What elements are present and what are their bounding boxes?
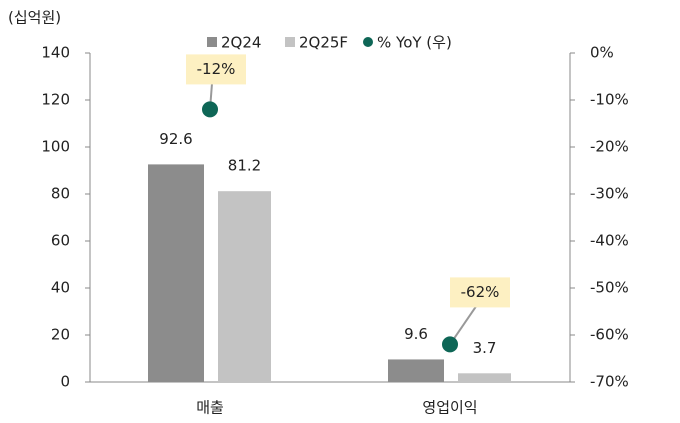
bar <box>388 359 444 382</box>
y2-tick-label: -70% <box>590 373 629 391</box>
y2-tick-label: -20% <box>590 138 629 156</box>
value-label: -12% <box>197 60 236 78</box>
value-label: 9.6 <box>404 325 428 343</box>
legend-label: 2Q25F <box>299 34 348 52</box>
y2-tick-label: -50% <box>590 279 629 297</box>
y-tick-label: 100 <box>41 138 70 156</box>
value-label: 3.7 <box>473 339 497 357</box>
y2-tick-label: -60% <box>590 326 629 344</box>
x-tick-label: 매출 <box>196 399 224 417</box>
bar <box>148 164 204 382</box>
y2-tick-label: -40% <box>590 232 629 250</box>
y-tick-label: 140 <box>41 44 70 62</box>
y-tick-label: 40 <box>51 279 70 297</box>
legend-label: 2Q24 <box>221 34 261 52</box>
bar <box>458 373 511 382</box>
legend-marker <box>285 37 295 47</box>
value-label: 81.2 <box>228 157 261 175</box>
y-tick-label: 60 <box>51 232 70 250</box>
y-tick-label: 120 <box>41 91 70 109</box>
label-box <box>450 277 510 308</box>
y2-tick-label: 0% <box>590 44 614 62</box>
y2-tick-label: -10% <box>590 91 629 109</box>
y-tick-label: 0 <box>60 373 70 391</box>
value-label: 92.6 <box>159 130 192 148</box>
y2-tick-label: -30% <box>590 185 629 203</box>
value-label: -62% <box>461 283 500 301</box>
legend-marker <box>207 37 217 47</box>
label-box <box>186 54 246 85</box>
y-axis-unit: (십억원) <box>8 9 61 27</box>
y-tick-label: 80 <box>51 185 70 203</box>
legend-label: % YoY (우) <box>377 34 452 52</box>
bar <box>218 191 271 382</box>
yoy-point <box>442 336 458 353</box>
yoy-point <box>202 101 218 118</box>
x-tick-label: 영업이익 <box>422 399 477 417</box>
y-tick-label: 20 <box>51 326 70 344</box>
legend-marker <box>363 37 373 47</box>
